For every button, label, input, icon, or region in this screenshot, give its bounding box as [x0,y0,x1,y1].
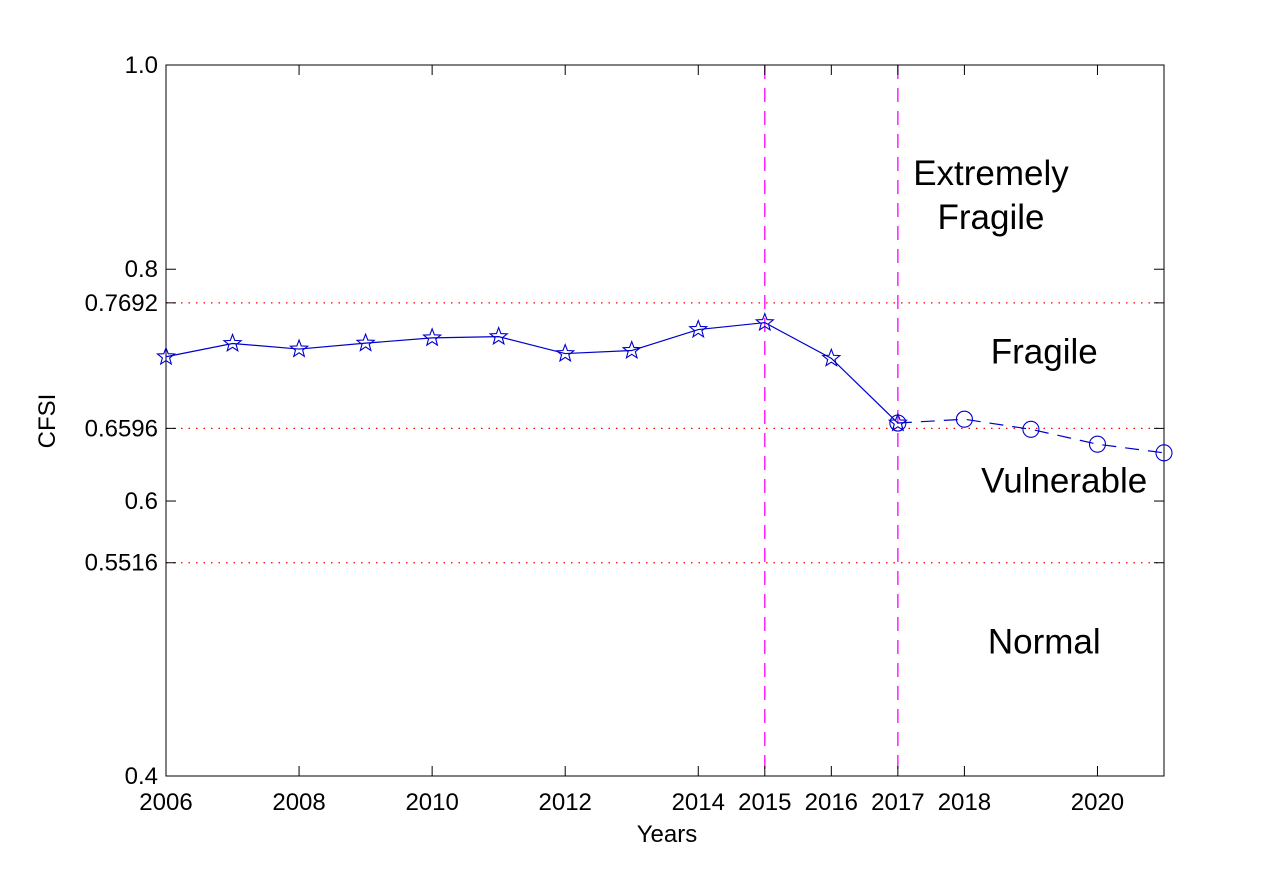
data-point-star [155,346,177,366]
x-tick-label: 2015 [738,789,791,816]
threshold-lines [166,302,1164,564]
data-point-star [422,327,443,347]
region-label: Extremely [913,154,1069,193]
data-point-circle [889,414,907,432]
data-point-star [688,318,709,339]
y-tick-label: 0.6596 [85,415,158,442]
data-point-star [289,338,310,358]
x-tick-label: 2006 [139,789,192,816]
y-tick-label: 1.0 [125,52,158,79]
data-point-star [555,343,576,363]
y-tick-label: 0.5516 [85,550,158,577]
data-point-star [754,312,775,332]
y-tick-label: 0.4 [125,763,158,790]
x-tick-label: 2017 [871,789,924,816]
data-point-star [621,339,642,360]
data-point-star [887,412,908,432]
x-axis-title: Years [637,821,698,848]
x-tick-label: 2010 [405,789,458,816]
x-tick-label: 2012 [539,789,592,816]
data-point-circle [1022,420,1040,438]
x-tick-label: 2018 [938,789,991,816]
data-point-circle [1088,435,1107,453]
data-point-circle [1155,444,1173,462]
series-line [165,321,899,424]
region-annotations: Extremely Fragile Fragile Vulnerable Normal [913,154,1147,662]
region-label: Normal [988,623,1101,662]
data-point-circle [955,410,973,428]
data-series [155,312,1173,462]
vertical-marker-lines [764,65,899,776]
y-tick-label: 0.8 [125,256,158,283]
y-tick-label: 0.6 [125,488,158,515]
data-point-star [488,326,509,346]
plot-area-frame [165,64,1165,777]
region-label: Vulnerable [981,461,1147,500]
x-tick-label: 2020 [1071,789,1124,816]
data-point-star [222,332,243,353]
region-label: Fragile [991,333,1098,372]
x-tick-label: 2008 [272,789,325,816]
y-axis-title: CFSI [34,394,61,449]
y-tick-label: 0.7692 [85,290,158,317]
x-tick-label: 2016 [805,789,858,816]
x-axis-ticks: 2006 2008 2010 2012 2014 2015 2016 2017 2018 2020 [139,65,1124,816]
data-point-star [821,347,842,367]
data-point-star [355,332,376,352]
x-tick-label: 2014 [672,789,725,816]
region-label: Fragile [938,198,1045,237]
y-axis-ticks: 0.4 0.5516 0.6 0.6596 0.7692 0.8 1.0 [85,52,1164,790]
